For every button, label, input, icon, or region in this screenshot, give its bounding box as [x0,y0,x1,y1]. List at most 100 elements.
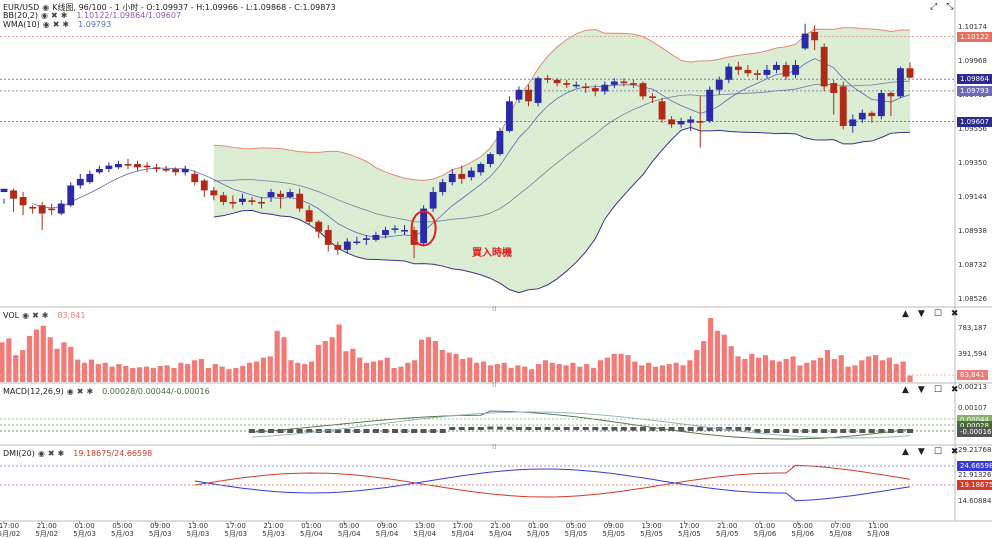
macd-histogram-bar [296,429,303,433]
macd-histogram-bar [868,429,875,433]
volume-bar [350,348,356,382]
chart-label: K线图, 96/100 - 1 小时 - O:1.09937 - H:1.099… [52,3,336,12]
move-down-icon[interactable]: ▼ [917,385,925,395]
bb-name: BB(20,2) [3,11,39,20]
eye-icon[interactable]: ◉ [22,311,30,320]
macd-histogram-bar [544,427,551,430]
gear-icon[interactable]: ✱ [41,311,49,320]
dmi-legend: DMI(20) ◉ ✖ ✱ 19.18675/24.66598 [3,449,152,458]
candle-body [10,190,17,199]
eye-icon[interactable]: ◉ [66,387,74,396]
volume-bar [116,364,122,382]
bb-middle-line [213,80,911,223]
close-icon[interactable]: ✖ [52,20,60,29]
maximize-icon[interactable]: ☐ [933,447,942,457]
move-down-icon[interactable]: ▼ [917,447,925,457]
eye-icon[interactable]: ◉ [42,20,50,29]
eye-icon[interactable]: ◉ [41,11,49,20]
maximize-icon[interactable]: ☐ [933,309,942,319]
expand-icon[interactable]: ⤢ [930,2,938,12]
volume-bar [659,365,665,382]
gear-icon[interactable]: ✱ [60,11,68,20]
bb-upper-line [213,27,911,181]
volume-bar [756,357,762,382]
volume-bar [728,346,734,382]
volume-bar [329,337,335,382]
macd-histogram-bar [506,426,513,430]
candle-body [105,165,113,169]
candle-body [286,192,294,198]
volume-bar [274,330,280,382]
buy-signal-circle [410,210,437,247]
candle-body [792,64,799,75]
move-up-icon[interactable]: ▲ [902,309,909,319]
move-up-icon[interactable]: ▲ [902,385,909,395]
volume-bar [577,366,583,382]
volume-tag: 83,841 [957,370,988,380]
volume-bar [109,366,115,382]
macd-signal-line [251,411,911,439]
eye-icon[interactable]: ◉ [42,3,50,12]
move-up-icon[interactable]: ▲ [902,447,909,457]
close-icon[interactable]: ✖ [76,387,84,396]
volume-bar [859,360,865,382]
macd-controls: ▲ ▼ ☐ ✖ [902,385,958,395]
macd-histogram-bar [582,427,589,431]
candle-body [639,83,647,97]
volume-bar [212,364,218,382]
move-down-icon[interactable]: ▼ [917,309,925,319]
close-pane-icon[interactable]: ✖ [950,447,959,457]
macd-histogram-bar [449,426,456,430]
macd-histogram-bar [363,429,370,433]
maximize-icon[interactable]: ☐ [933,385,942,395]
gear-icon[interactable]: ✱ [86,387,94,396]
close-icon[interactable]: ✖ [47,449,55,458]
candle-body [744,69,752,74]
volume-bar [26,335,33,382]
volume-bar [233,367,239,382]
volume-bar [102,362,108,382]
candle-body [334,244,342,250]
volume-bar [652,366,659,382]
volume-bar [646,362,652,382]
volume-bar [797,365,803,382]
candle-body [496,130,504,155]
volume-bar [714,330,720,382]
eye-icon[interactable]: ◉ [37,449,45,458]
volume-bar [377,360,383,382]
macd-histogram-bar [792,429,799,433]
macd-histogram-bar [248,429,255,433]
volume-bar [783,358,789,382]
candle-body [620,81,628,84]
volume-bar [549,362,555,382]
candle-body [477,164,485,173]
close-pane-icon[interactable]: ✖ [950,385,959,395]
close-pane-icon[interactable]: ✖ [950,309,959,319]
macd-histogram-bar [344,429,351,433]
gear-icon[interactable]: ✱ [57,449,65,458]
price-tick-label: 1.08526 [958,295,987,303]
volume-tick-label: 783,187 [958,324,987,332]
collapse-icon[interactable]: ⤡ [946,2,954,12]
candle-body [153,167,161,169]
volume-bar [143,366,150,382]
close-icon[interactable]: ✖ [32,311,39,320]
volume-bar [522,366,528,382]
macd-name: MACD(12,26,9) [3,387,64,396]
gear-icon[interactable]: ✱ [62,20,70,29]
volume-bar [873,355,879,382]
volume-bar [625,355,631,382]
candle-body [696,121,704,123]
dmi-minus-line [194,468,911,502]
macd-histogram-bar [668,427,675,431]
wma-line [32,58,911,238]
close-icon[interactable]: ✖ [51,11,58,20]
macd-histogram-bar [411,429,418,433]
volume-bar [907,375,913,382]
dmi-tick-label: 14.60884 [958,497,992,505]
candle-body [277,193,285,198]
price-tag: 1.09607 [957,116,992,127]
candle-body [773,64,780,70]
volume-bar [260,357,266,382]
